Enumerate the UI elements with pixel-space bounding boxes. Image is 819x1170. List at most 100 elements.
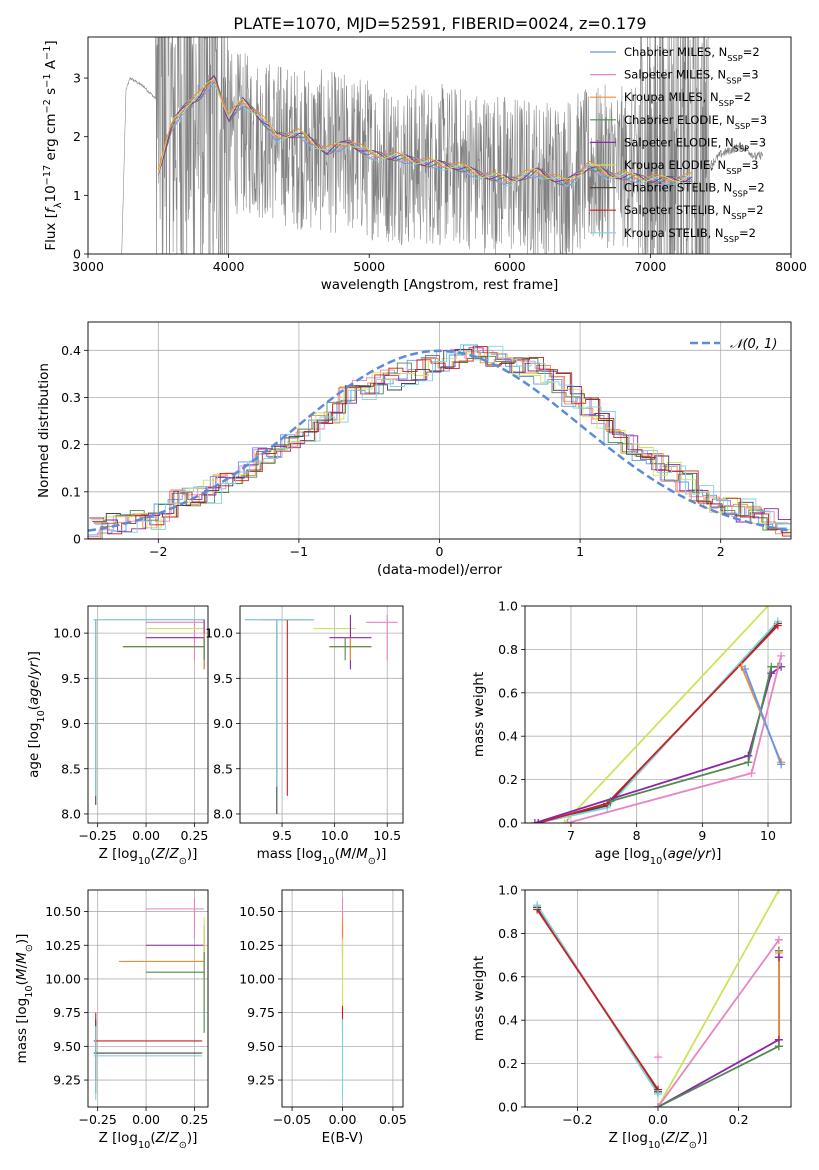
y-tick-label: 9.0: [213, 716, 233, 731]
label-part: /: [14, 963, 30, 968]
label-part: 10: [648, 1140, 660, 1151]
mass-weight-marker: [764, 606, 773, 610]
label-part: Kroupa STELIB, N: [624, 226, 724, 240]
label-part: SSP: [731, 211, 746, 221]
mass-weight-marker: [654, 1053, 662, 1062]
label-part: (: [662, 846, 667, 862]
label-part: )]: [14, 934, 30, 945]
x-tick-label: 6000: [494, 259, 526, 274]
x-tick-label: 10: [760, 828, 776, 843]
y-tick-label: 3: [73, 71, 81, 86]
label-part: /: [352, 846, 357, 862]
y-tick-label: 0.8: [498, 926, 518, 941]
y-axis-label: mass [log10(M/M⊙)]: [14, 934, 35, 1064]
weight-vs-metallicity-panel: −0.2 0.0 0.20.00.20.40.60.81.0Z [log10(Z/Z…: [471, 883, 792, 1151]
x-tick-label: 2: [717, 544, 725, 559]
label-part: Kroupa ELODIE, N: [624, 158, 726, 172]
label-part: Z: [155, 846, 166, 862]
mass-vs-ebv-panel: −0.05 0.00 0.05 9.25 9.50 9.75 10.00 10.25 10.50…: [239, 889, 407, 1146]
plot-area: [245, 615, 398, 814]
label-part: SSP: [726, 166, 741, 176]
y-tick-label: 0: [73, 532, 81, 547]
y-tick-label: 0.6: [498, 969, 518, 984]
y-tick-label: 0.4: [498, 1013, 518, 1028]
mass-weight-line: [657, 890, 780, 1107]
plot-area: [121, 37, 764, 254]
x-tick-label: 0.00: [132, 828, 160, 843]
label-part: Kroupa MILES, N: [624, 90, 719, 104]
axes-frame: [239, 605, 404, 824]
legend-label: Chabrier MILES, NSSP=2: [624, 45, 760, 63]
plot-area: [93, 619, 205, 805]
mass-weight-marker: [560, 819, 569, 823]
x-tick-label: −0.05: [273, 1112, 311, 1127]
residuals-panel: −2 −1 0 1 2 0 0.1 0.2 0.3 0.4 (data-model)/error No…: [36, 321, 792, 578]
x-tick-label: 9: [698, 828, 706, 843]
y-tick-label: 0.4: [61, 343, 81, 358]
label-part: Z [log: [99, 846, 138, 862]
label-part: Z: [678, 1130, 689, 1146]
plot-area: [533, 890, 783, 1107]
mass-weight-marker: [563, 819, 572, 823]
label-part: mass [log: [257, 846, 323, 862]
label-part: ⊙: [689, 1140, 697, 1151]
legend-label: Salpeter MILES, NSSP=3: [624, 68, 759, 86]
label-part: Normed distribution: [36, 363, 52, 498]
label-part: Z: [168, 846, 179, 862]
axes-frame: [281, 889, 404, 1108]
x-tick-label: 3000: [72, 259, 104, 274]
mass-weight-marker: [744, 758, 753, 767]
label-part: ⊙: [24, 944, 35, 952]
y-axis-label: mass weight: [471, 672, 487, 757]
y-tick-label: 0: [73, 247, 81, 262]
mass-weight-marker: [777, 651, 786, 660]
label-part: −1: [42, 46, 53, 60]
label-part: /: [165, 846, 170, 862]
label-part: SSP: [734, 143, 749, 153]
y-tick-label: 10.0: [205, 626, 233, 641]
x-tick-label: 9.5: [272, 828, 292, 843]
axes-frame: [87, 889, 209, 1108]
label-part: age [log: [595, 846, 650, 862]
axes-frame: [87, 36, 792, 255]
label-part: yr: [26, 660, 42, 676]
label-part: =2: [739, 226, 756, 240]
label-part: M: [14, 952, 30, 964]
label-part: ⊙: [368, 856, 376, 867]
y-tick-label: 8.5: [61, 761, 81, 776]
x-tick-label: −0.2: [562, 1112, 592, 1127]
y-tick-label: 10.0: [53, 626, 81, 641]
axes-frame: [87, 605, 209, 824]
label-part: (: [660, 1130, 665, 1146]
y-tick-label: 10.50: [239, 904, 275, 919]
x-tick-label: 7: [567, 828, 575, 843]
x-tick-label: −0.25: [79, 828, 117, 843]
label-part: 10: [138, 856, 150, 867]
label-part: =3: [742, 158, 759, 172]
legend-label: Salpeter STELIB, NSSP=2: [624, 203, 764, 221]
label-part: erg cm: [43, 113, 59, 164]
x-tick-label: −1: [290, 544, 308, 559]
mass-weight-marker: [534, 819, 543, 823]
y-tick-label: 0.4: [498, 729, 518, 744]
x-tick-label: −0.25: [79, 1112, 117, 1127]
label-part: age: [668, 846, 693, 862]
y-tick-label: 1.0: [498, 883, 518, 898]
label-part: ⊙: [179, 856, 187, 867]
mass-weight-marker: [533, 901, 542, 910]
model-spectrum-line: [157, 79, 692, 183]
label-part: /: [693, 846, 698, 862]
label-part: =2: [748, 181, 765, 195]
x-axis-label: mass [log10(M/M⊙)]: [257, 846, 387, 867]
label-part: (: [150, 846, 155, 862]
label-part: )]: [26, 651, 42, 662]
y-tick-label: 10.25: [239, 938, 275, 953]
y-tick-label: 9.5: [213, 671, 233, 686]
y-axis-label: mass weight: [471, 956, 487, 1041]
model-spectrum-line: [157, 75, 692, 183]
label-part: mass weight: [471, 672, 487, 757]
label-part: =2: [747, 203, 764, 217]
label-part: Salpeter MILES, N: [624, 68, 726, 82]
x-axis-label: Z [log10(Z/Z⊙)]: [99, 1130, 198, 1151]
y-tick-label: 2: [73, 129, 81, 144]
